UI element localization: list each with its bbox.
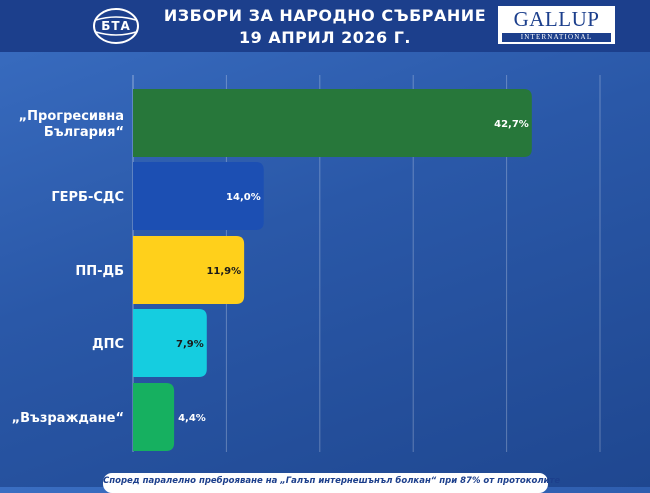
bar-1 (133, 89, 532, 157)
chart-bars (133, 89, 532, 451)
footer-note: Според паралелно преброяване на „Галъп и… (103, 476, 561, 486)
page-title: ИЗБОРИ ЗА НАРОДНО СЪБРАНИЕ (163, 6, 487, 25)
bar-5 (133, 383, 175, 451)
footer-note-box: Според паралелно преброяване на „Галъп и… (103, 473, 561, 493)
value-label-2: 14,0% (226, 192, 261, 203)
value-label-3: 11,9% (206, 266, 241, 277)
page-subtitle-date: 19 АПРИЛ 2026 Г. (239, 28, 411, 47)
category-label-4: ДПС (92, 337, 124, 352)
bar-2 (133, 162, 264, 230)
bta-logo: БТА (93, 8, 139, 44)
value-label-4: 7,9% (176, 339, 204, 350)
category-label-1-line-1: „Прогресивна (19, 109, 124, 124)
gallup-logo: GALLUP INTERNATIONAL (497, 5, 616, 45)
category-label-2: ГЕРБ-СДС (51, 190, 124, 205)
value-label-5: 4,4% (178, 413, 206, 424)
svg-text:БТА: БТА (101, 19, 131, 33)
gallup-logo-subtitle: INTERNATIONAL (502, 33, 611, 42)
category-label-3: ПП-ДБ (75, 264, 124, 279)
category-label-1-line-2: България“ (44, 125, 124, 140)
gallup-logo-wordmark: GALLUP (513, 7, 600, 31)
bar-4 (133, 309, 207, 377)
bar-3 (133, 236, 245, 304)
category-label-5: „Възраждане“ (12, 411, 124, 426)
value-label-1: 42,7% (494, 119, 529, 130)
